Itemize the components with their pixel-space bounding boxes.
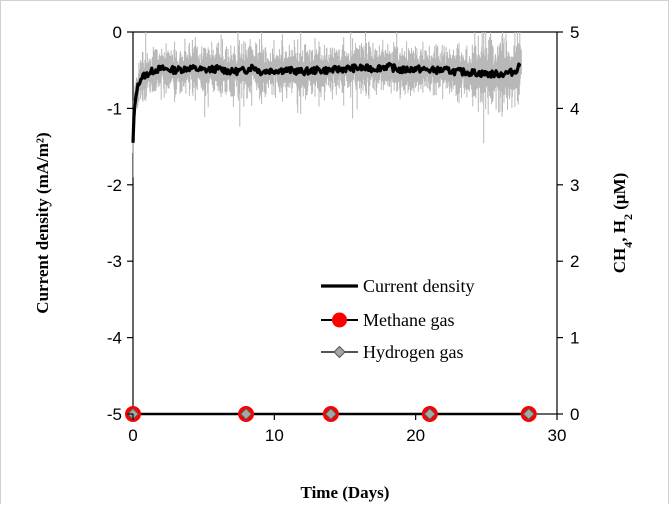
x-tick-label: 10 [265,426,284,445]
y-right-title-part: (μM) [610,173,629,214]
legend-swatch-methane-marker [332,312,347,328]
x-tick-label: 0 [128,426,137,445]
series-lines [131,61,529,416]
legend: Current density Methane gas Hydrogen gas [321,276,474,362]
y-right-tick-label: 4 [570,99,579,118]
hydrogen-gas-point [522,407,535,421]
x-axis-title: Time (Days) [301,483,390,502]
y-left-tick-label: -1 [107,99,122,118]
y-right-axis-title: CH4, H2 (μM) [610,173,635,274]
y-left-tick-label: -3 [107,252,122,271]
y-right-title-part: , H [610,220,629,242]
y-right-title-part: CH [610,248,629,274]
hydrogen-gas-point [423,407,437,421]
x-tick-label: 30 [548,426,567,445]
current-density-noise [132,32,522,178]
legend-label: Hydrogen gas [363,342,463,362]
series-markers [125,406,537,422]
y-right-title-sub: 2 [621,214,635,220]
y-right-tick-label: 1 [570,329,579,348]
y-left-axis-title: Current density (mA/m²) [33,132,52,313]
y-left-tick-label: -4 [107,329,122,348]
y-left-tick-label: -2 [107,176,122,195]
legend-label: Current density [363,276,474,296]
y-right-tick-label: 0 [570,405,579,424]
hydrogen-gas-point [239,407,253,421]
legend-swatch-hydrogen-marker [333,345,346,359]
y-left-tick-label: 0 [113,23,122,42]
y-right-tick-label: 5 [570,23,579,42]
legend-label: Methane gas [363,310,454,330]
current-density-noise-path [132,32,522,178]
y-right-tick-label: 3 [570,176,579,195]
x-tick-label: 20 [406,426,425,445]
current-density-line [131,61,522,143]
y-right-title-sub: 4 [621,242,635,248]
y-right-tick-label: 2 [570,252,579,271]
y-left-tick-label: -5 [107,405,122,424]
hydrogen-gas-point [324,407,338,421]
